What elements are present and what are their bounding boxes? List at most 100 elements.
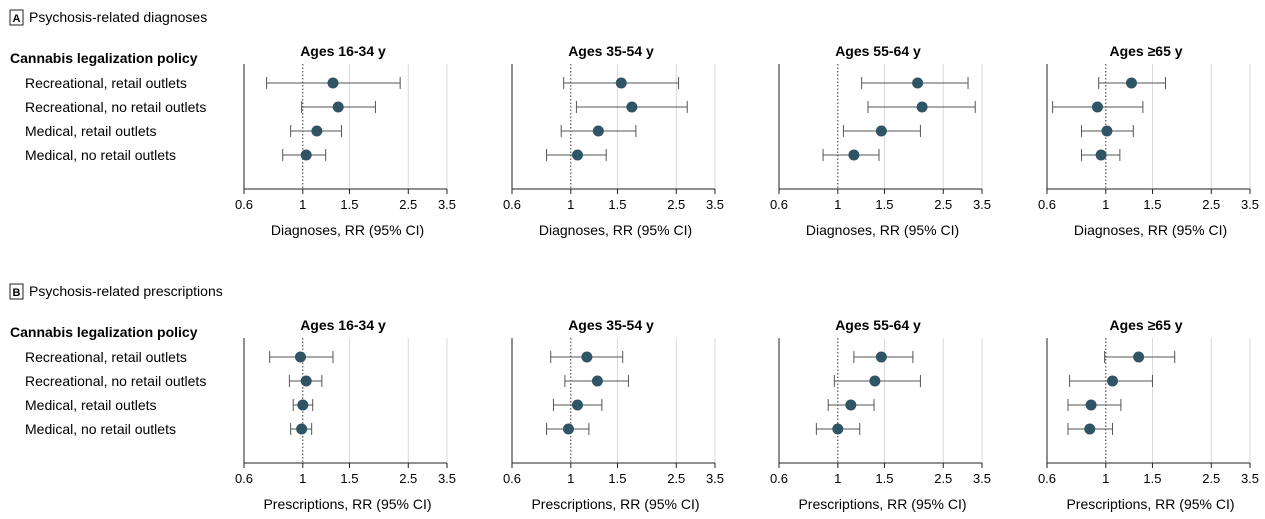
x-tick-label: 3.5 [438, 471, 456, 486]
x-tick-label: 1 [834, 197, 841, 212]
x-tick-label: 1 [299, 197, 306, 212]
x-tick-label: 1.5 [1143, 471, 1161, 486]
point-estimate [1095, 149, 1107, 161]
x-axis-title: Diagnoses, RR (95% CI) [1074, 222, 1227, 238]
point-estimate [332, 101, 344, 113]
x-tick-label: 3.5 [973, 197, 991, 212]
point-estimate [311, 125, 323, 137]
subplot: Ages 35-54 y 0.6 1 1.5 2.5 3.5 Prescriptions, … [503, 317, 724, 512]
panel-badge: A [13, 13, 21, 25]
age-group-title: Ages 55-64 y [835, 43, 921, 59]
point-estimate [1125, 77, 1137, 89]
point-estimate [875, 351, 887, 363]
point-estimate [581, 351, 593, 363]
row-label: Recreational, retail outlets [25, 349, 187, 365]
x-tick-label: 0.6 [1038, 197, 1056, 212]
age-group-title: Ages 35-54 y [568, 317, 654, 333]
subplot: Ages 55-64 y 0.6 1 1.5 2.5 3.5 Diagnoses, RR (… [770, 43, 991, 238]
subplot: Ages 35-54 y 0.6 1 1.5 2.5 3.5 Diagnoses, RR (… [503, 43, 724, 238]
x-tick-label: 1 [567, 471, 574, 486]
x-tick-label: 3.5 [1241, 197, 1259, 212]
x-tick-label: 2.5 [399, 471, 417, 486]
panel-badge-box [9, 283, 24, 300]
row-label: Recreational, no retail outlets [25, 99, 206, 115]
x-tick-label: 1 [834, 471, 841, 486]
policy-header: Cannabis legalization policy [10, 324, 198, 340]
policy-header: Cannabis legalization policy [10, 50, 198, 66]
x-tick-label: 3.5 [1241, 471, 1259, 486]
point-estimate [591, 375, 603, 387]
x-tick-label: 0.6 [1038, 471, 1056, 486]
x-tick-label: 1.5 [1143, 197, 1161, 212]
row-label: Medical, retail outlets [25, 123, 157, 139]
x-tick-label: 3.5 [706, 197, 724, 212]
point-estimate [845, 399, 857, 411]
x-tick-label: 0.6 [770, 197, 788, 212]
point-estimate [296, 423, 308, 435]
point-estimate [1084, 423, 1096, 435]
x-axis-title: Prescriptions, RR (95% CI) [1066, 496, 1234, 512]
panel-badge: B [13, 287, 21, 299]
point-estimate [626, 101, 638, 113]
point-estimate [562, 423, 574, 435]
age-group-title: Ages 16-34 y [300, 317, 386, 333]
x-tick-label: 2.5 [667, 471, 685, 486]
point-estimate [572, 149, 584, 161]
panel-badge-box [9, 9, 24, 26]
point-estimate [1101, 125, 1113, 137]
x-tick-label: 3.5 [973, 471, 991, 486]
x-tick-label: 1 [1102, 471, 1109, 486]
row-label: Recreational, retail outlets [25, 75, 187, 91]
point-estimate [300, 149, 312, 161]
point-estimate [572, 399, 584, 411]
panel-b: B Psychosis-related prescriptions Cannabis… [9, 283, 1259, 512]
x-tick-label: 1.5 [875, 197, 893, 212]
point-estimate [327, 77, 339, 89]
age-group-title: Ages 55-64 y [835, 317, 921, 333]
x-tick-label: 2.5 [399, 197, 417, 212]
point-estimate [1133, 351, 1145, 363]
point-estimate [832, 423, 844, 435]
x-tick-label: 1 [1102, 197, 1109, 212]
age-group-title: Ages 35-54 y [568, 43, 654, 59]
x-tick-label: 2.5 [934, 471, 952, 486]
point-estimate [592, 125, 604, 137]
x-axis-title: Prescriptions, RR (95% CI) [798, 496, 966, 512]
x-tick-label: 0.6 [235, 197, 253, 212]
x-tick-label: 1.5 [340, 471, 358, 486]
row-label: Medical, no retail outlets [25, 421, 176, 437]
x-axis-title: Prescriptions, RR (95% CI) [263, 496, 431, 512]
point-estimate [294, 351, 306, 363]
subplot: Ages 16-34 y 0.6 1 1.5 2.5 3.5 Diagnoses, RR (… [235, 43, 456, 238]
point-estimate [297, 399, 309, 411]
row-label: Medical, no retail outlets [25, 147, 176, 163]
age-group-title: Ages ≥65 y [1109, 43, 1182, 59]
age-group-title: Ages ≥65 y [1109, 317, 1182, 333]
x-tick-label: 2.5 [667, 197, 685, 212]
x-tick-label: 1.5 [340, 197, 358, 212]
x-axis-title: Prescriptions, RR (95% CI) [531, 496, 699, 512]
x-axis-title: Diagnoses, RR (95% CI) [271, 222, 424, 238]
point-estimate [615, 77, 627, 89]
point-estimate [300, 375, 312, 387]
x-tick-label: 1 [299, 471, 306, 486]
point-estimate [1107, 375, 1119, 387]
x-tick-label: 3.5 [706, 471, 724, 486]
x-tick-label: 2.5 [1202, 471, 1220, 486]
subplot: Ages 16-34 y 0.6 1 1.5 2.5 3.5 Prescriptions, … [235, 317, 456, 512]
subplot: Ages ≥65 y 0.6 1 1.5 2.5 3.5 Prescriptions, RR… [1038, 317, 1259, 512]
x-tick-label: 1 [567, 197, 574, 212]
x-tick-label: 2.5 [934, 197, 952, 212]
subplot: Ages ≥65 y 0.6 1 1.5 2.5 3.5 Diagnoses, RR (95… [1038, 43, 1259, 238]
subplot: Ages 55-64 y 0.6 1 1.5 2.5 3.5 Prescriptions, … [770, 317, 991, 512]
x-tick-label: 1.5 [608, 197, 626, 212]
x-axis-title: Diagnoses, RR (95% CI) [806, 222, 959, 238]
x-tick-label: 2.5 [1202, 197, 1220, 212]
x-tick-label: 3.5 [438, 197, 456, 212]
x-tick-label: 1.5 [875, 471, 893, 486]
point-estimate [1085, 399, 1097, 411]
x-tick-label: 0.6 [235, 471, 253, 486]
x-tick-label: 1.5 [608, 471, 626, 486]
point-estimate [869, 375, 881, 387]
